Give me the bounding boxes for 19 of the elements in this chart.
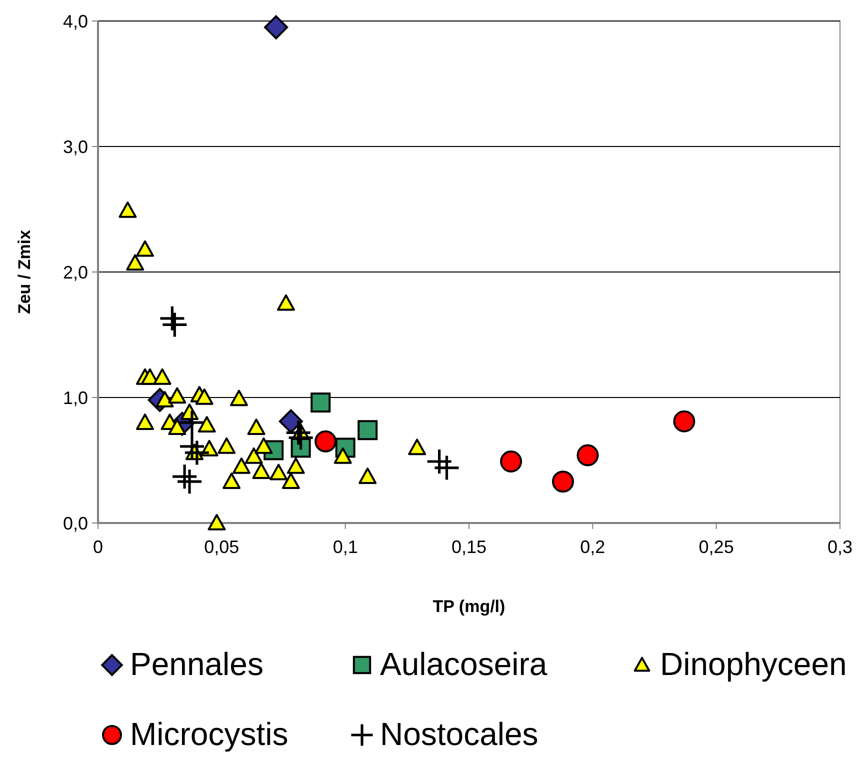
x-tick-label: 0,25	[698, 537, 734, 557]
legend-label: Microcystis	[130, 716, 288, 752]
x-tick-label: 0,15	[451, 537, 487, 557]
x-tick-label: 0,05	[204, 537, 240, 557]
y-tick-label: 0,0	[62, 513, 88, 534]
x-axis-title: TP (mg/l)	[432, 597, 506, 616]
y-tick-label: 4,0	[62, 11, 88, 32]
y-tick-label: 1,0	[62, 388, 88, 408]
y-tick-label: 3,0	[62, 136, 88, 157]
legend-label: Pennales	[130, 646, 264, 682]
x-tick-label: 0,3	[827, 537, 853, 557]
x-tick-label: 0,1	[332, 537, 358, 557]
y-tick-label: 2,0	[62, 262, 88, 282]
legend-label: Dinophyceen	[660, 646, 847, 682]
legend-label: Nostocales	[380, 716, 538, 752]
x-tick-label: 0,2	[580, 537, 606, 557]
legend-label: Aulacoseira	[380, 646, 548, 682]
x-tick-label: 0	[92, 537, 104, 557]
y-axis-title: Zeu / Zmix	[15, 229, 34, 314]
